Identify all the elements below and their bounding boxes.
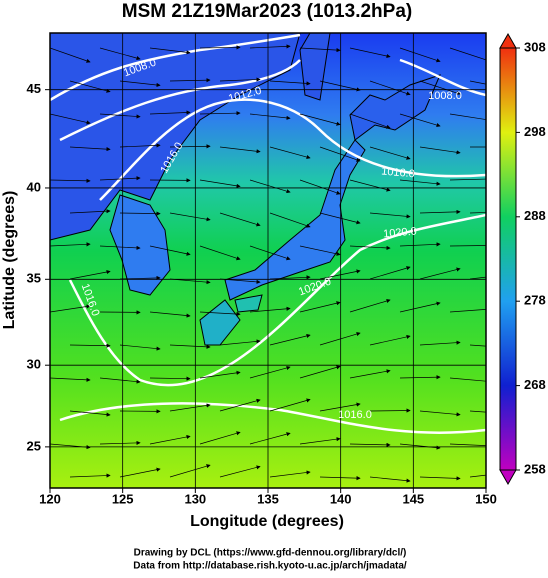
colorbar-tick-label: 288 [524,208,546,223]
colorbar-tick-label: 308 [524,39,546,54]
colorbar [500,48,516,470]
x-tick-label: 150 [475,491,497,506]
colorbar-extend [500,34,516,48]
colorbar-tick-label: 278 [524,293,546,308]
y-tick-label: 25 [27,438,41,453]
x-tick-label: 140 [330,491,352,506]
x-tick-label: 130 [184,491,206,506]
y-tick-label: 40 [27,179,41,194]
x-tick-label: 125 [112,491,134,506]
x-tick-label: 135 [257,491,279,506]
credit: Drawing by DCL (https://www.gfd-dennou.o… [134,548,407,559]
contour-label: 1016.0 [338,409,372,421]
credit: Data from http://database.rish.kyoto-u.a… [133,561,407,572]
x-tick-label: 120 [39,491,61,506]
x-axis-label: Longitude (degrees) [190,513,344,530]
y-tick-label: 35 [27,271,41,286]
colorbar-tick-label: 258 [524,461,546,476]
x-tick-label: 145 [402,491,424,506]
contour-label: 1008.0 [428,90,462,102]
chart-title: MSM 21Z19Mar2023 (1013.2hPa) [122,1,412,22]
colorbar-extend [500,470,516,484]
y-axis-label: Latitude (degrees) [1,191,18,330]
colorbar-tick-label: 298 [524,124,546,139]
colorbar-tick-label: 268 [524,377,546,392]
y-tick-label: 30 [27,357,41,372]
y-tick-label: 45 [27,81,41,96]
